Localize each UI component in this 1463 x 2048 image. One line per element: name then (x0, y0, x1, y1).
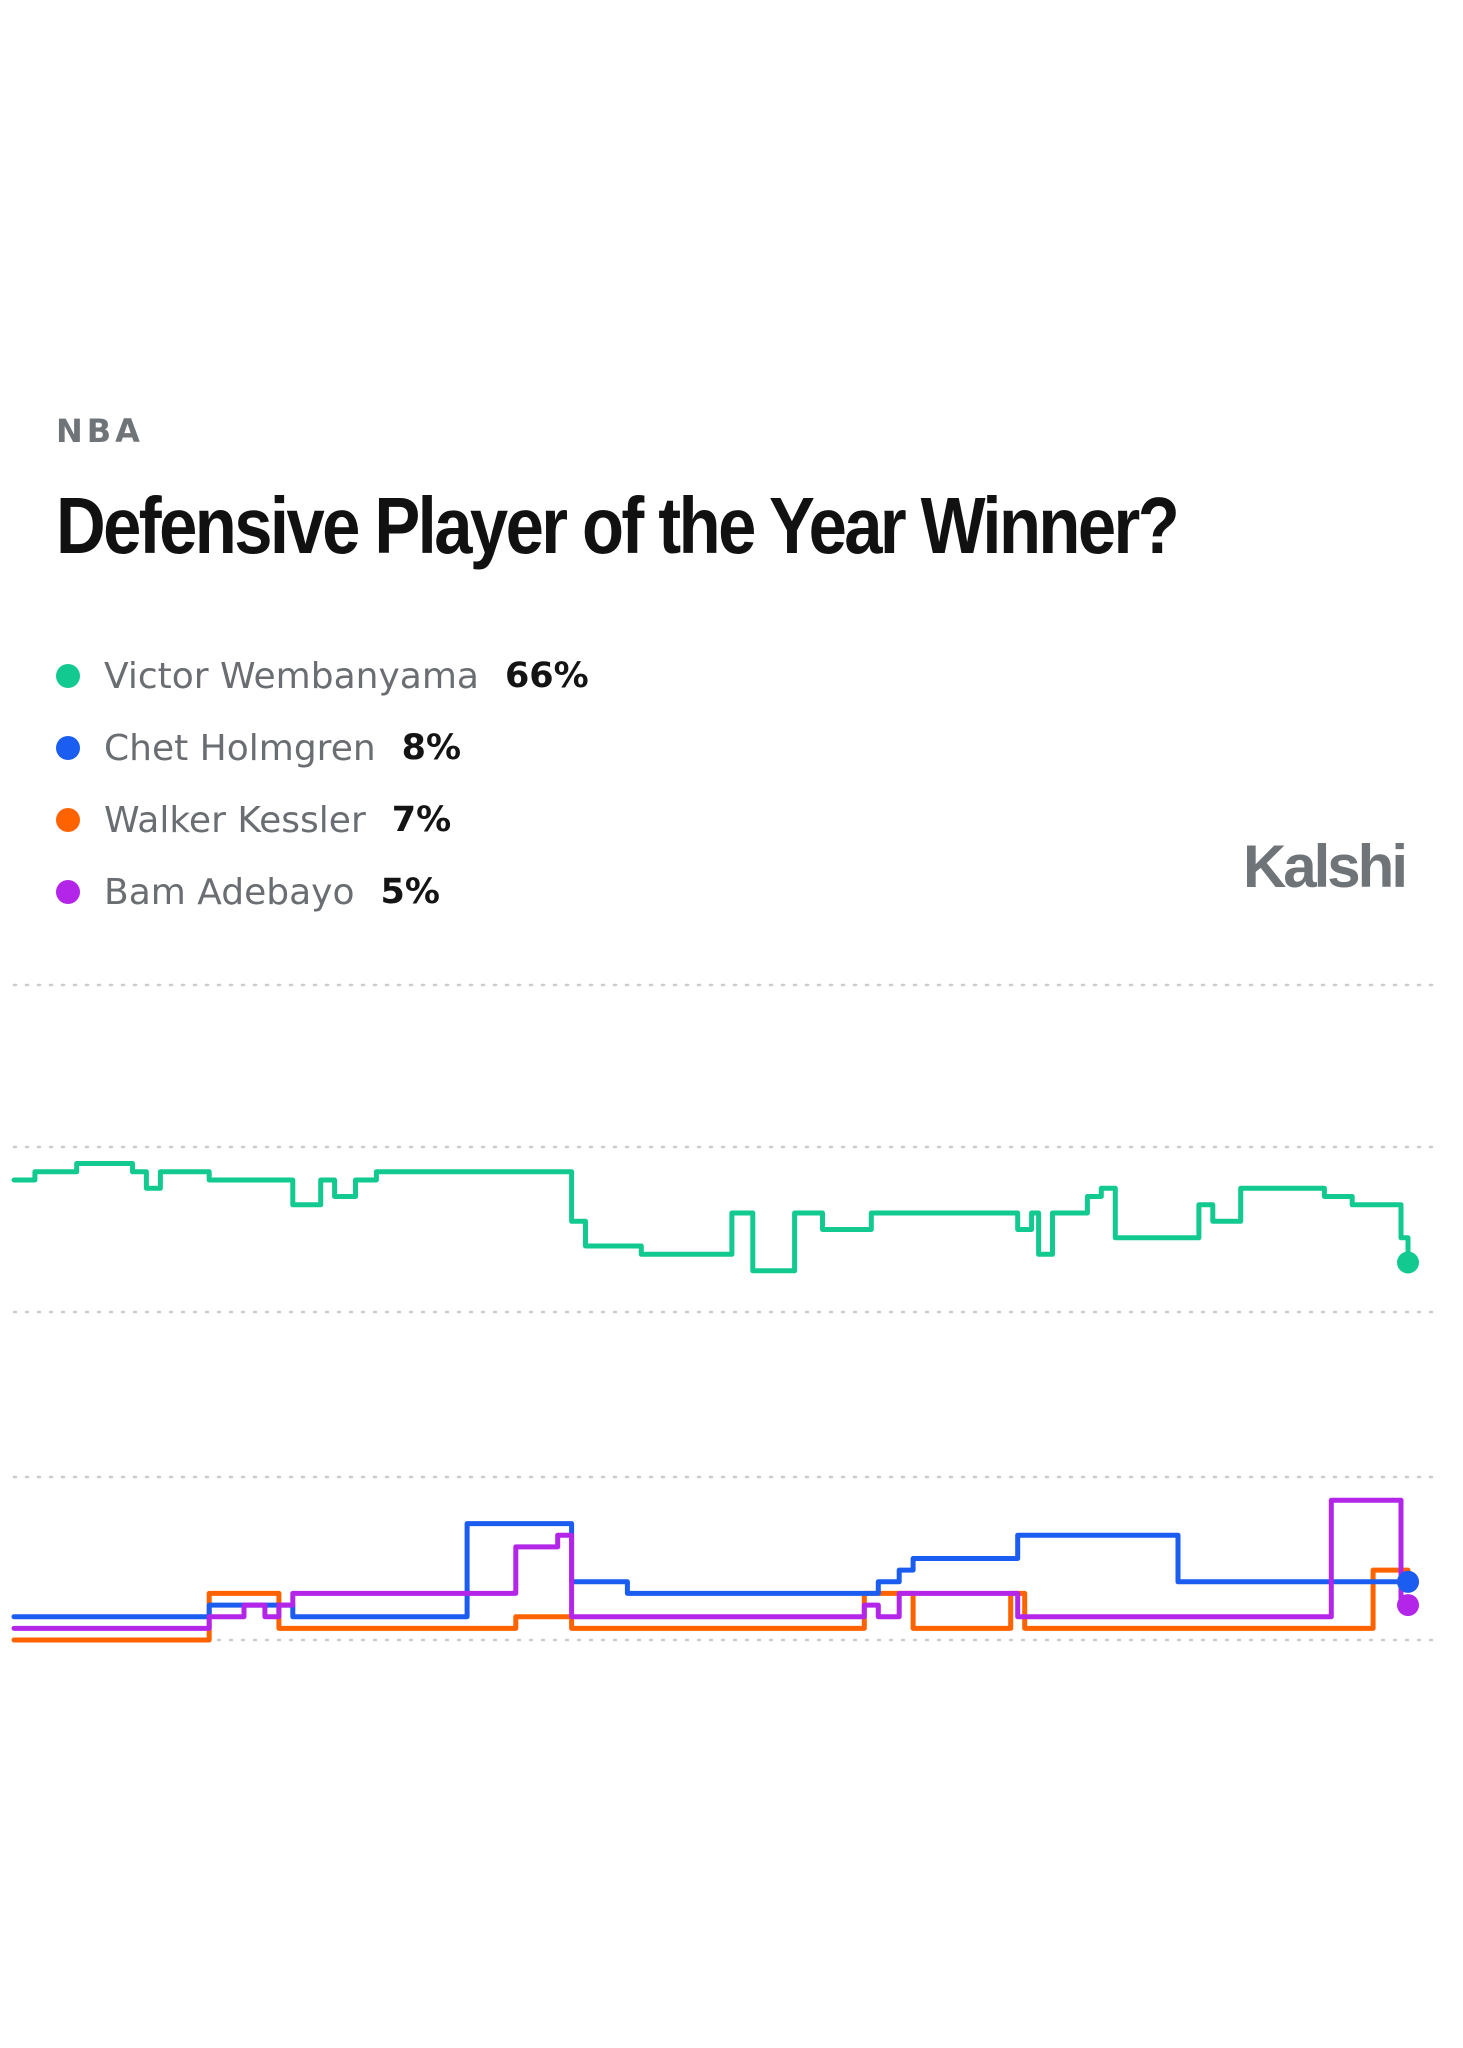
legend-name: Walker Kessler (104, 799, 366, 841)
legend-item-adebayo[interactable]: Bam Adebayo 5% (56, 856, 589, 928)
legend-dot-icon (56, 880, 80, 904)
legend-value: 8% (401, 728, 462, 768)
series-line-1 (11, 1521, 1411, 1620)
category-label: NBA (56, 412, 144, 450)
legend-dot-icon (56, 664, 80, 688)
chart-gridlines (12, 983, 1442, 1642)
legend-name: Victor Wembanyama (104, 655, 479, 697)
legend-dot-icon (56, 736, 80, 760)
kalshi-logo: Kalshi (1242, 833, 1408, 900)
series-line-0 (11, 1161, 1411, 1274)
series-line-3 (11, 1497, 1411, 1631)
legend-value: 7% (391, 800, 452, 840)
legend-item-kessler[interactable]: Walker Kessler 7% (56, 784, 589, 856)
chart-title: Defensive Player of the Year Winner? (56, 481, 1180, 570)
legend-item-holmgren[interactable]: Chet Holmgren 8% (56, 712, 589, 784)
legend-value: 66% (504, 656, 589, 696)
series-endpoint-1[interactable] (1397, 1570, 1419, 1593)
series-endpoint-3[interactable] (1397, 1594, 1419, 1617)
legend-dot-icon (56, 808, 80, 832)
legend: Victor Wembanyama 66% Chet Holmgren 8% W… (56, 640, 589, 928)
chart-series-endpoints (1397, 1251, 1419, 1617)
series-endpoint-0[interactable] (1397, 1251, 1419, 1274)
legend-item-wembanyama[interactable]: Victor Wembanyama 66% (56, 640, 589, 712)
legend-name: Chet Holmgren (104, 727, 376, 769)
legend-name: Bam Adebayo (104, 871, 355, 913)
legend-value: 5% (380, 872, 440, 912)
chart-series-lines (11, 1161, 1411, 1643)
